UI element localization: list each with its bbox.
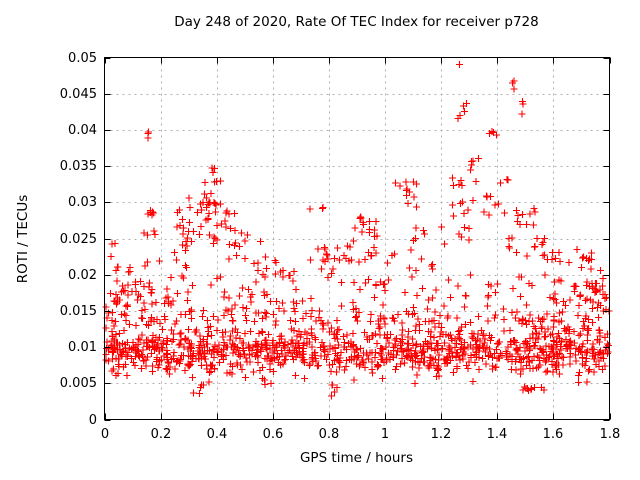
plot-border	[104, 57, 610, 420]
y-tick-label: 0	[88, 413, 97, 428]
y-tick-label: 0.04	[68, 123, 97, 138]
x-tick-label: 0.6	[262, 427, 284, 442]
y-tick-label: 0.035	[59, 159, 97, 174]
x-tick-label: 1.8	[599, 427, 621, 442]
x-tick-label: 1.2	[430, 427, 452, 442]
y-tick-label: 0.025	[59, 232, 97, 247]
x-axis-label: GPS time / hours	[299, 450, 414, 466]
y-tick-label: 0.03	[68, 195, 97, 210]
chart-title: Day 248 of 2020, Rate Of TEC Index for r…	[174, 14, 539, 30]
data-points	[102, 61, 613, 400]
y-tick-label: 0.05	[68, 51, 97, 66]
y-tick-label: 0.02	[68, 268, 97, 283]
y-tick-label: 0.015	[59, 304, 97, 319]
x-tick-label: 0.2	[150, 427, 172, 442]
x-tick-label: 1	[380, 427, 390, 442]
x-tick-label: 0.4	[206, 427, 228, 442]
x-tick-label: 1.4	[486, 427, 508, 442]
x-tick-label: 0	[100, 427, 110, 442]
y-tick-label: 0.045	[59, 87, 97, 102]
x-tick-label: 1.6	[542, 427, 564, 442]
y-tick-label: 0.01	[68, 340, 97, 355]
y-tick-label: 0.005	[59, 376, 97, 391]
tick-marks	[104, 57, 611, 421]
x-tick-label: 0.8	[318, 427, 340, 442]
